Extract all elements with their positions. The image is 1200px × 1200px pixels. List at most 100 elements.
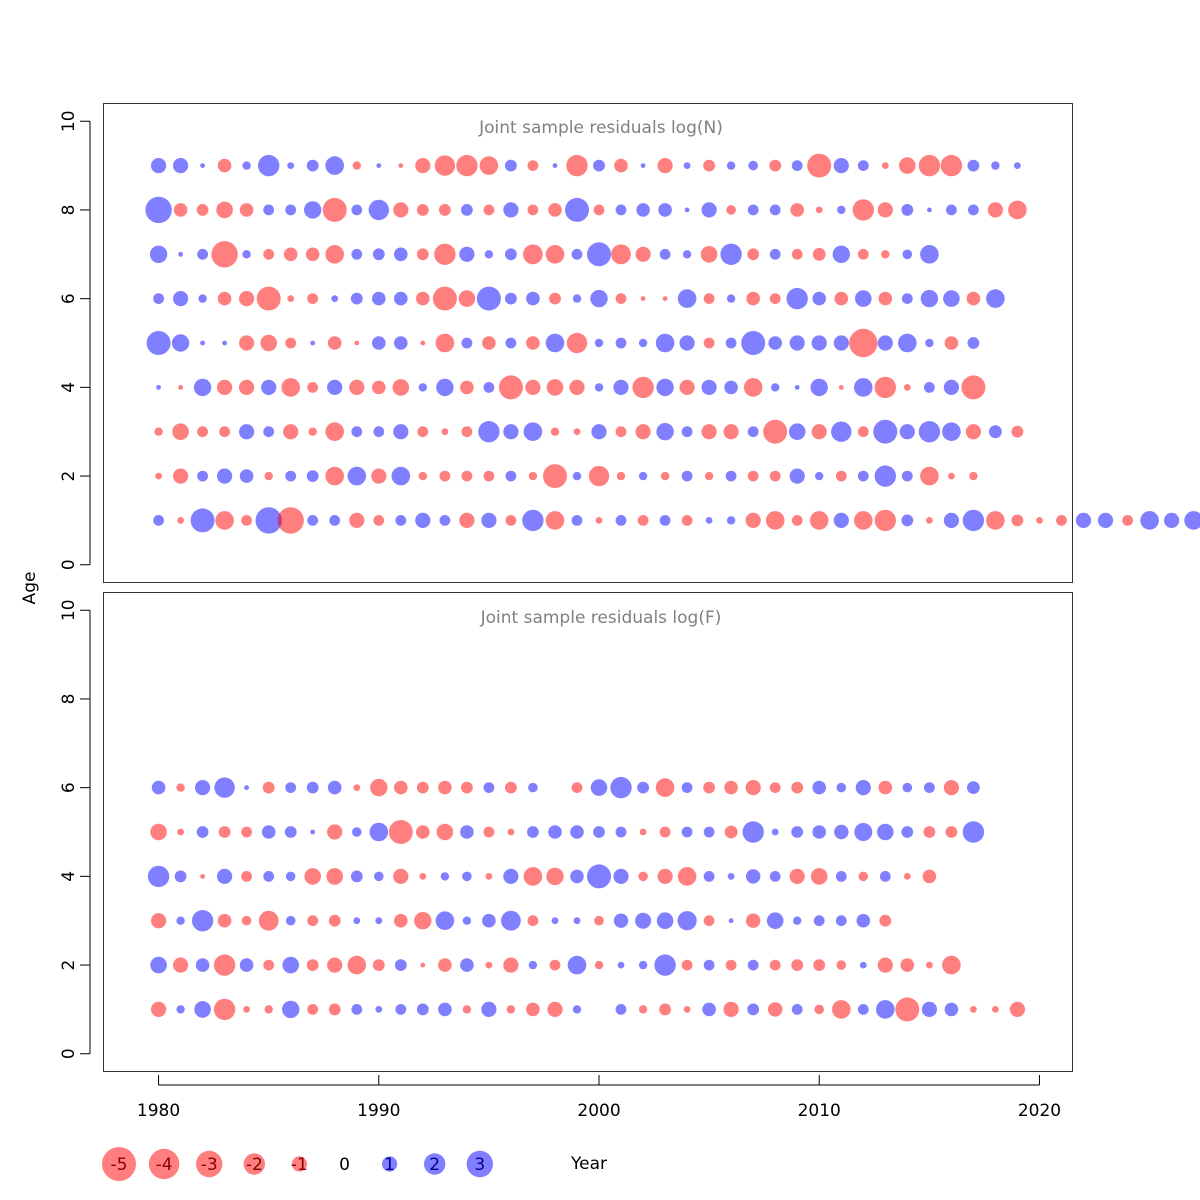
- residual-bubble-logN-age6-1993: [432, 286, 457, 311]
- residual-bubble-logN-age1-2009: [791, 515, 803, 526]
- residual-bubble-logN-age9-1993: [434, 155, 456, 176]
- residual-bubble-logN-age7-1989: [351, 248, 363, 260]
- residual-bubble-logF-age4-1993: [440, 872, 450, 881]
- y-tick-label: 10: [59, 110, 79, 132]
- residual-bubble-logN-age2-1994: [461, 470, 473, 482]
- residual-bubble-logN-age2-1980: [155, 472, 163, 480]
- residual-bubble-logN-age8-1986: [285, 204, 297, 216]
- residual-bubble-logN-age2-2017: [969, 471, 978, 481]
- residual-bubble-logN-age2-1990: [371, 468, 387, 484]
- residual-bubble-logN-age6-2001: [615, 293, 627, 304]
- residual-bubble-logN-age8-1997: [527, 204, 539, 216]
- residual-bubble-logF-age1-1995: [481, 1001, 497, 1018]
- residual-bubble-logN-age1-2019: [1011, 514, 1024, 527]
- residual-bubble-logN-age5-2016: [944, 336, 959, 350]
- y-tick-label: 6: [59, 293, 79, 304]
- residual-bubble-logN-age1-1982: [190, 508, 215, 533]
- residual-bubble-logN-age1-2011: [833, 512, 849, 529]
- residual-bubble-logF-age3-1993: [435, 911, 455, 930]
- residual-bubble-logN-age3-2015: [918, 421, 941, 443]
- residual-bubble-logF-age3-1998: [551, 917, 559, 925]
- legend-bubble: [424, 1153, 446, 1175]
- residual-bubble-logN-age7-1988: [325, 245, 345, 264]
- residual-bubble-logF-age3-2004: [677, 911, 697, 931]
- residual-bubble-logN-age5-1984: [239, 335, 255, 351]
- residual-bubble-logF-age3-2006: [728, 918, 734, 924]
- residual-bubble-logF-age6-1982: [195, 780, 211, 796]
- residual-bubble-logN-age4-2017: [961, 375, 986, 400]
- residual-bubble-logF-age4-1991: [393, 868, 409, 885]
- residual-bubble-logN-age9-1996: [505, 159, 517, 172]
- residual-bubble-logF-age2-1984: [239, 958, 254, 972]
- residual-bubble-logN-age8-1983: [216, 201, 233, 219]
- residual-bubble-logN-age9-1984: [242, 161, 251, 170]
- residual-bubble-logN-age1-2026: [1164, 512, 1180, 529]
- residual-bubble-logN-age9-1989: [352, 161, 361, 170]
- residual-bubble-logN-age4-1992: [418, 383, 427, 392]
- panel-logF: Joint sample residuals log(F) 0 2 4 6 8 10: [59, 592, 1073, 1072]
- residual-bubble-logN-age5-2004: [679, 335, 695, 351]
- residual-bubble-logN-age9-2013: [881, 162, 889, 170]
- residual-bubble-logN-age8-1996: [503, 202, 519, 218]
- residual-bubble-logN-age4-2016: [943, 379, 960, 395]
- residual-bubble-logN-age5-2017: [967, 337, 980, 349]
- residual-bubble-logN-age4-1981: [178, 385, 184, 390]
- residual-bubble-logN-age4-1989: [349, 379, 365, 395]
- legend-bubble: [196, 1150, 223, 1178]
- residual-bubble-logF-age2-2011: [836, 960, 847, 970]
- residual-bubble-logF-age3-2007: [746, 913, 761, 928]
- residual-bubble-logN-age6-1985: [256, 286, 281, 311]
- y-tick-label: 0: [59, 559, 79, 570]
- residual-bubble-logN-age4-1999: [569, 379, 585, 395]
- residual-bubble-logN-age7-2005: [700, 246, 718, 263]
- residual-bubble-logN-age7-1986: [283, 247, 298, 262]
- residual-bubble-logN-age1-1995: [481, 512, 497, 529]
- residual-bubble-logN-age3-1992: [417, 426, 429, 438]
- residual-bubble-logN-age7-2013: [881, 250, 890, 259]
- residual-bubble-logF-age5-1984: [241, 826, 253, 838]
- residual-bubble-logF-age3-1988: [328, 914, 341, 927]
- residual-bubble-logN-age1-2027: [1184, 511, 1200, 530]
- residual-bubble-logN-age9-2006: [726, 161, 736, 170]
- residual-bubble-logF-age2-1995: [485, 961, 493, 969]
- residual-bubble-logN-age7-2000: [587, 242, 611, 267]
- residual-bubble-logN-age5-2002: [638, 338, 648, 348]
- residual-bubble-logN-age2-2007: [747, 470, 759, 482]
- residual-bubble-logF-age1-2017: [970, 1006, 977, 1013]
- residual-bubble-logN-age5-1999: [566, 332, 588, 354]
- residual-bubble-logN-age7-2008: [769, 248, 781, 260]
- residual-bubble-logN-age3-1982: [197, 426, 209, 438]
- residual-bubble-logF-age2-2005: [703, 959, 715, 971]
- x-tick-label: 1980: [137, 1101, 180, 1121]
- residual-bubble-logN-age1-1984: [241, 515, 253, 526]
- residual-bubble-logF-age6-1990: [370, 778, 388, 797]
- residual-bubble-logF-age4-2014: [903, 873, 911, 880]
- residual-bubble-logN-age1-2006: [726, 516, 736, 525]
- residual-bubble-logN-age4-1982: [193, 378, 212, 397]
- residual-bubble-logN-age5-2000: [594, 338, 604, 348]
- residual-bubble-logN-age9-1980: [151, 158, 167, 174]
- residual-bubble-logF-age1-1992: [416, 1003, 429, 1016]
- residual-bubble-logN-age6-2015: [920, 289, 939, 308]
- panel-logF-frame: [103, 592, 1073, 1072]
- residual-bubble-logN-age3-1995: [478, 421, 500, 443]
- legend-label: 0: [339, 1155, 350, 1175]
- residual-bubble-logN-age7-1993: [434, 243, 456, 265]
- residual-bubble-logF-age5-2004: [681, 826, 693, 838]
- residual-bubble-logN-age9-1981: [173, 158, 189, 174]
- residual-bubble-logN-age7-2010: [812, 247, 826, 261]
- residual-bubble-logN-age8-2005: [701, 202, 717, 218]
- residual-bubble-logN-age9-1988: [325, 156, 345, 175]
- residual-bubble-logN-age1-2022: [1075, 512, 1092, 529]
- residual-bubble-logN-age5-1998: [545, 333, 565, 353]
- residual-bubble-logN-age1-1985: [255, 507, 282, 534]
- residual-bubble-logF-age5-2003: [659, 826, 671, 838]
- residual-bubble-logN-age2-1983: [217, 468, 233, 484]
- residual-bubble-logN-age8-1989: [351, 204, 363, 216]
- residual-bubble-logN-age7-1981: [178, 251, 184, 257]
- residual-bubble-logN-age4-2004: [679, 379, 695, 395]
- residual-bubble-logF-age1-1998: [547, 1001, 563, 1018]
- residual-bubble-logN-age8-2013: [877, 202, 893, 218]
- residual-bubble-logF-age4-2008: [769, 871, 781, 882]
- residual-bubble-logF-age5-1982: [196, 826, 209, 838]
